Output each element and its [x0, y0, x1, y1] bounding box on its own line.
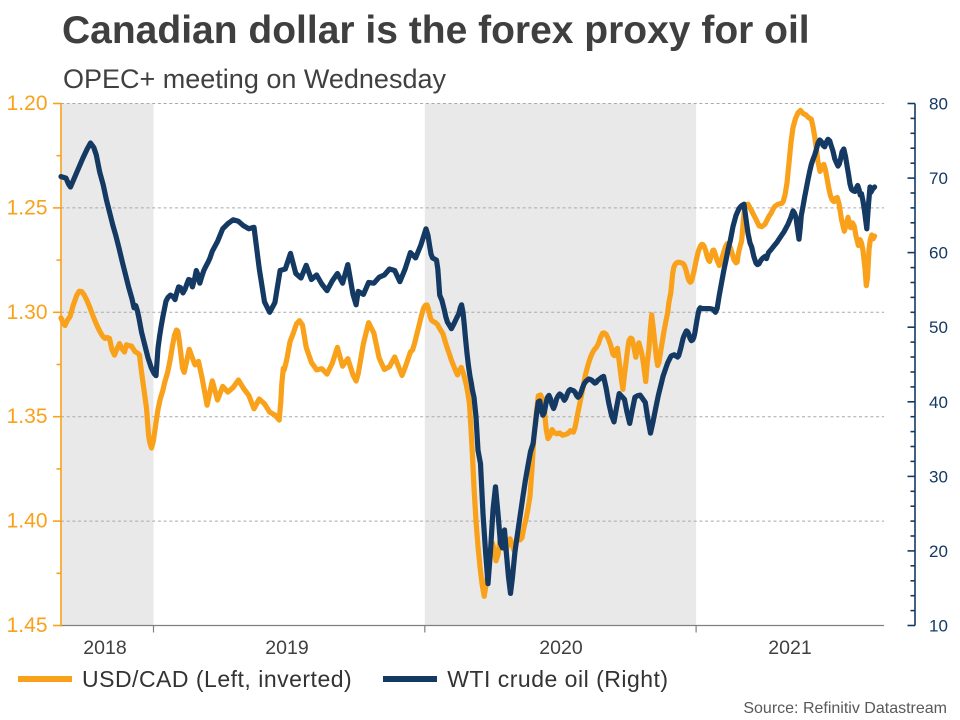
- svg-text:2019: 2019: [265, 637, 308, 659]
- svg-text:1.25: 1.25: [7, 196, 48, 219]
- svg-text:2018: 2018: [83, 637, 126, 659]
- svg-text:30: 30: [929, 467, 948, 486]
- svg-text:20: 20: [929, 542, 948, 561]
- svg-text:10: 10: [929, 617, 948, 636]
- svg-text:50: 50: [929, 318, 948, 337]
- svg-text:1.45: 1.45: [7, 614, 48, 637]
- svg-text:1.40: 1.40: [7, 510, 48, 533]
- svg-text:60: 60: [929, 244, 948, 263]
- svg-text:70: 70: [929, 169, 948, 188]
- svg-text:80: 80: [929, 95, 948, 114]
- svg-text:1.30: 1.30: [7, 301, 48, 324]
- svg-text:1.20: 1.20: [7, 92, 48, 115]
- svg-text:2020: 2020: [539, 637, 583, 659]
- svg-text:40: 40: [929, 393, 948, 412]
- svg-text:1.35: 1.35: [7, 405, 48, 428]
- svg-text:2021: 2021: [768, 637, 811, 659]
